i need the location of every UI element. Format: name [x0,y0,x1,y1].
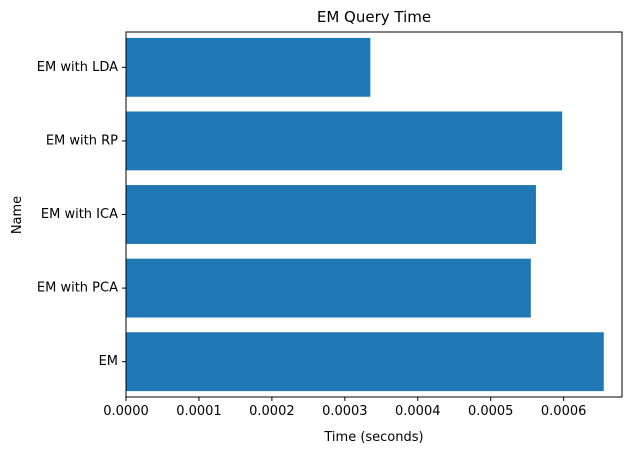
y-axis-label: Name [10,196,25,234]
x-tick-label: 0.0002 [249,404,295,419]
bars-group [126,37,604,392]
x-tick-label: 0.0006 [541,404,587,419]
x-tick-label: 0.0000 [103,404,149,419]
x-tick-label: 0.0004 [395,404,441,419]
y-tick-label: EM with ICA [41,207,118,222]
bar-em-with-lda [126,37,371,97]
x-tick-label: 0.0001 [176,404,222,419]
chart-title: EM Query Time [317,8,431,26]
x-axis-label: Time (seconds) [323,430,423,445]
x-axis-ticks: 0.0000 0.0001 0.0002 0.0003 0.0004 0.0005 0.00… [103,397,586,419]
y-tick-label: EM [99,354,118,369]
y-tick-label: EM with PCA [37,281,118,296]
y-tick-label: EM with LDA [37,60,118,75]
bar-em-with-rp [126,111,563,171]
y-tick-label: EM with RP [46,133,118,148]
bar-em [126,332,604,392]
x-tick-label: 0.0003 [322,404,368,419]
bar-em-with-ica [126,185,536,244]
bar-em-with-pca [126,258,531,318]
y-axis-ticks: EM EM with PCA EM with ICA EM with RP EM wit… [37,60,126,369]
x-tick-label: 0.0005 [468,404,514,419]
